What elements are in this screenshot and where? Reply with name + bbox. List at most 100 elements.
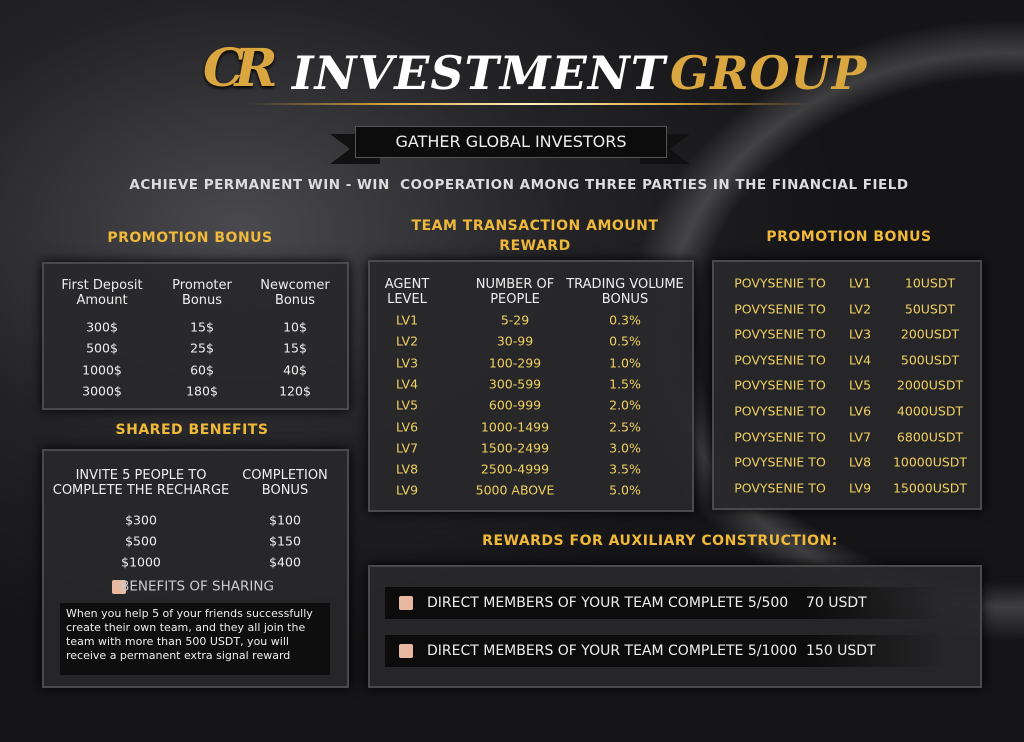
table-cell: 3000$ (82, 383, 122, 399)
table-cell: 300$ (86, 319, 118, 335)
table-cell: 100-299 (488, 355, 542, 371)
table-cell: POVYSENIE TO (734, 429, 826, 445)
table-cell: 1500-2499 (480, 440, 550, 456)
reward-item: DIRECT MEMBERS OF YOUR TEAM COMPLETE 5/1… (385, 635, 945, 667)
table-cell: 60$ (190, 362, 214, 378)
table-cell: 10000USDT (892, 454, 968, 470)
column-header: TRADING VOLUME BONUS (566, 277, 684, 307)
table-cell: 10$ (283, 319, 307, 335)
table-cell: 5000 ABOVE (475, 482, 555, 498)
table-cell: LV6 (848, 403, 872, 419)
table-cell: LV5 (395, 397, 419, 413)
table-cell: 4000USDT (896, 403, 964, 419)
item-icon (399, 644, 413, 658)
title-accent: GROUP (670, 46, 868, 100)
table-cell: POVYSENIE TO (734, 377, 826, 393)
item-icon (399, 596, 413, 610)
auxiliary-panel: DIRECT MEMBERS OF YOUR TEAM COMPLETE 5/5… (368, 565, 982, 688)
table-cell: POVYSENIE TO (734, 275, 826, 291)
section-title: SHARED BENEFITS (115, 422, 269, 438)
table-cell: 5.0% (609, 482, 641, 498)
table-cell: 25$ (190, 340, 214, 356)
table-cell: 3.0% (609, 440, 641, 456)
table-cell: $400 (269, 554, 301, 570)
section-title: TEAM TRANSACTION AMOUNT REWARD (411, 218, 659, 254)
benefits-label: BENEFITS OF SHARING (120, 578, 274, 595)
title-underline (250, 103, 810, 105)
title-main: INVESTMENT (292, 46, 667, 100)
table-cell: 300-599 (488, 376, 542, 392)
reward-item: DIRECT MEMBERS OF YOUR TEAM COMPLETE 5/5… (385, 587, 945, 619)
table-cell: $1000 (121, 554, 161, 570)
table-cell: LV8 (395, 461, 419, 477)
table-cell: 500$ (86, 340, 118, 356)
table-cell: 15000USDT (892, 480, 968, 496)
table-cell: 1.0% (609, 355, 641, 371)
table-cell: POVYSENIE TO (734, 480, 826, 496)
table-cell: 15$ (283, 340, 307, 356)
table-cell: LV1 (395, 312, 419, 328)
table-cell: LV4 (395, 376, 419, 392)
logo: CR (203, 38, 278, 99)
table-cell: POVYSENIE TO (734, 326, 826, 342)
table-cell: POVYSENIE TO (734, 352, 826, 368)
table-cell: 3.5% (609, 461, 641, 477)
table-cell: 30-99 (496, 333, 534, 349)
column-header: Promoter Bonus (172, 278, 232, 308)
table-cell: 10USDT (904, 275, 956, 291)
table-cell: POVYSENIE TO (734, 301, 826, 317)
table-cell: LV2 (395, 333, 419, 349)
column-header: AGENT LEVEL (384, 277, 430, 307)
table-cell: LV2 (848, 301, 872, 317)
table-cell: 2.0% (609, 397, 641, 413)
level-bonus-panel: POVYSENIE TO LV1 10USDT POVYSENIE TO LV2 50US… (712, 260, 982, 510)
table-cell: 600-999 (488, 397, 542, 413)
column-header: Newcomer Bonus (260, 278, 330, 308)
table-cell: 1000$ (82, 362, 122, 378)
table-cell: 120$ (279, 383, 311, 399)
table-cell: LV3 (395, 355, 419, 371)
item-text: DIRECT MEMBERS OF YOUR TEAM COMPLETE 5/5… (427, 595, 867, 611)
table-cell: 5-29 (500, 312, 530, 328)
table-cell: $100 (269, 512, 301, 528)
table-cell: LV9 (848, 480, 872, 496)
tagline: ACHIEVE PERMANENT WIN - WIN COOPERATION … (129, 177, 909, 193)
promotion-bonus-panel: First Deposit Amount Promoter Bonus Newcom… (42, 262, 349, 410)
table-cell: 200USDT (900, 326, 960, 342)
table-cell: LV5 (848, 377, 872, 393)
table-cell: $500 (125, 533, 157, 549)
table-cell: 2.5% (609, 419, 641, 434)
table-cell: POVYSENIE TO (734, 403, 826, 419)
table-cell: 40$ (283, 362, 307, 378)
section-title: PROMOTION BONUS (766, 229, 932, 245)
table-cell: 2500-4999 (480, 461, 550, 477)
table-cell: POVYSENIE TO (734, 454, 826, 470)
table-cell: LV4 (848, 352, 872, 368)
table-cell: 15$ (190, 319, 214, 335)
table-cell: 2000USDT (896, 377, 964, 393)
team-reward-panel: AGENT LEVEL NUMBER OF PEOPLE TRADING VOLUM… (368, 260, 694, 512)
note: When you help 5 of your friends successf… (60, 603, 330, 675)
table-cell: 1.5% (609, 376, 641, 392)
table-cell: 0.3% (609, 312, 641, 328)
table-cell: 0.5% (609, 333, 641, 349)
table-cell: 50USDT (904, 301, 956, 317)
table-cell: 500USDT (900, 352, 960, 368)
section-title: PROMOTION BONUS (107, 230, 273, 246)
table-cell: LV9 (395, 482, 419, 498)
shared-benefits-panel: INVITE 5 PEOPLE TO COMPLETE THE RECHARGE… (42, 449, 349, 688)
table-cell: 1000-1499 (480, 419, 550, 434)
column-header: First Deposit Amount (61, 278, 143, 308)
table-cell: LV7 (395, 440, 419, 456)
benefits-icon (112, 580, 126, 594)
table-cell: $150 (269, 533, 301, 549)
table-cell: 6800USDT (896, 429, 964, 445)
table-cell: LV8 (848, 454, 872, 470)
table-cell: LV1 (848, 275, 872, 291)
table-cell: 180$ (186, 383, 218, 399)
table-cell: $300 (125, 512, 157, 528)
column-header: COMPLETION BONUS (242, 468, 328, 498)
item-text: DIRECT MEMBERS OF YOUR TEAM COMPLETE 5/1… (427, 643, 876, 659)
table-cell: LV6 (395, 419, 419, 434)
